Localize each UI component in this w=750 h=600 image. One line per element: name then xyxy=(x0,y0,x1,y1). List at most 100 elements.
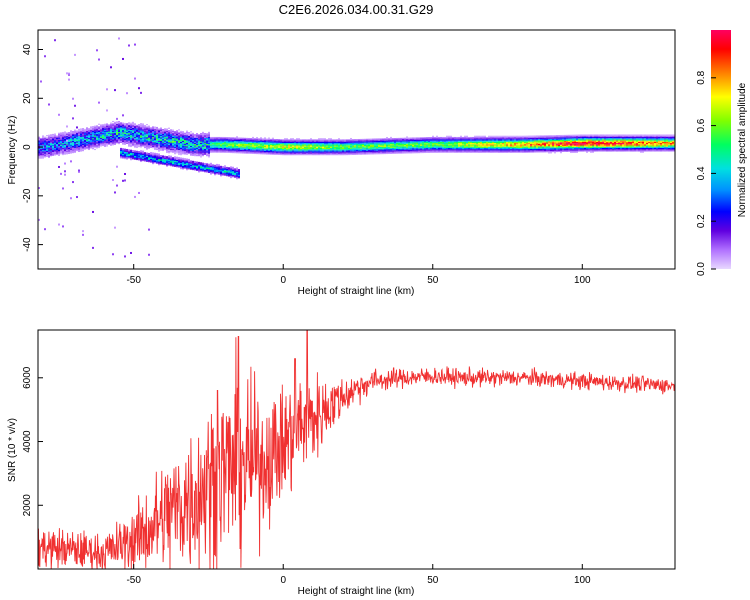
heatmap-cell xyxy=(146,158,148,161)
heatmap-cell xyxy=(242,140,244,142)
heatmap-cell xyxy=(56,140,58,142)
heatmap-cell xyxy=(292,147,294,150)
heatmap-cell xyxy=(498,145,500,147)
heatmap-cell xyxy=(122,133,124,135)
heatmap-cell xyxy=(306,154,308,156)
heatmap-cell xyxy=(58,154,60,156)
heatmap-cell xyxy=(184,158,186,161)
heatmap-cell xyxy=(412,150,414,153)
heatmap-cell xyxy=(238,137,240,139)
heatmap-cell xyxy=(144,143,146,145)
heatmap-cell xyxy=(452,150,454,152)
heatmap-cell xyxy=(120,123,122,125)
heatmap-cell xyxy=(238,150,240,153)
heatmap-cell xyxy=(598,141,600,144)
heatmap-cell xyxy=(520,143,522,145)
heatmap-cell xyxy=(76,146,78,148)
heatmap-cell xyxy=(552,136,554,138)
heatmap-cell xyxy=(512,146,514,148)
heatmap-cell xyxy=(228,146,230,149)
heatmap-cell xyxy=(260,146,262,149)
heatmap-cell xyxy=(98,128,100,130)
heatmap-cell xyxy=(92,141,94,144)
heatmap-cell xyxy=(392,145,394,147)
heatmap-cell xyxy=(106,142,108,145)
heatmap-cell xyxy=(240,152,242,154)
heatmap-cell xyxy=(544,140,546,142)
heatmap-cell xyxy=(168,139,170,142)
heatmap-cell xyxy=(112,253,114,256)
heatmap-cell xyxy=(578,140,580,142)
heatmap-cell xyxy=(84,128,86,131)
heatmap-cell xyxy=(184,143,186,145)
heatmap-cell xyxy=(326,149,328,151)
heatmap-cell xyxy=(450,135,452,137)
heatmap-cell xyxy=(266,138,268,140)
heatmap-cell xyxy=(122,148,124,151)
heatmap-cell xyxy=(564,138,566,140)
heatmap-cell xyxy=(346,147,348,150)
heatmap-cell xyxy=(476,150,478,152)
heatmap-cell xyxy=(584,136,586,139)
heatmap-cell xyxy=(280,146,282,148)
heatmap-cell xyxy=(54,142,56,144)
heatmap-cell xyxy=(260,138,262,140)
heatmap-cell xyxy=(380,140,382,143)
heatmap-cell xyxy=(44,154,46,157)
heatmap-cell xyxy=(474,140,476,142)
heatmap-cell xyxy=(484,151,486,153)
heatmap-cell xyxy=(44,140,46,142)
heatmap-cell xyxy=(422,143,424,145)
heatmap-cell xyxy=(296,145,298,147)
heatmap-cell xyxy=(278,146,280,148)
heatmap-cell xyxy=(500,138,502,140)
heatmap-cell xyxy=(78,130,80,132)
heatmap-cell xyxy=(398,152,400,154)
heatmap-cell xyxy=(560,142,562,144)
heatmap-cell xyxy=(608,136,610,139)
heatmap-cell xyxy=(112,120,114,123)
heatmap-cell xyxy=(162,130,164,132)
heatmap-cell xyxy=(410,150,412,153)
heatmap-cell xyxy=(54,134,56,136)
heatmap-cell xyxy=(338,151,340,153)
heatmap-cell xyxy=(436,150,438,152)
heatmap-cell xyxy=(168,162,170,165)
heatmap-cell xyxy=(152,146,154,149)
heatmap-cell xyxy=(178,135,180,137)
heatmap-cell xyxy=(76,140,78,142)
heatmap-cell xyxy=(308,144,310,146)
heatmap-cell xyxy=(80,128,82,130)
heatmap-cell xyxy=(386,138,388,140)
heatmap-cell xyxy=(168,156,170,159)
heatmap-cell xyxy=(614,143,616,145)
heatmap-cell xyxy=(72,150,74,152)
heatmap-cell xyxy=(456,141,458,144)
heatmap-cell xyxy=(116,134,118,137)
heatmap-cell xyxy=(620,149,622,151)
heatmap-cell xyxy=(242,147,244,149)
heatmap-cell xyxy=(506,146,508,148)
heatmap-cell xyxy=(184,147,186,149)
heatmap-cell xyxy=(466,146,468,148)
heatmap-cell xyxy=(450,138,452,140)
heatmap-cell xyxy=(44,145,46,147)
heatmap-cell xyxy=(130,129,132,132)
heatmap-cell xyxy=(210,171,212,174)
heatmap-cell xyxy=(462,139,464,141)
heatmap-cell xyxy=(178,151,180,153)
heatmap-cell xyxy=(194,135,196,137)
heatmap-cell xyxy=(320,138,322,140)
heatmap-cell xyxy=(250,141,252,143)
heatmap-cell xyxy=(52,133,54,136)
heatmap-cell xyxy=(602,145,604,147)
heatmap-cell xyxy=(294,151,296,153)
heatmap-cell xyxy=(168,155,170,158)
heatmap-cell xyxy=(90,147,92,149)
heatmap-cell xyxy=(206,140,208,142)
heatmap-cell xyxy=(586,140,588,142)
heatmap-cell xyxy=(356,143,358,146)
heatmap-cell xyxy=(204,169,206,172)
heatmap-cell xyxy=(126,151,128,154)
heatmap-cell xyxy=(138,130,140,132)
